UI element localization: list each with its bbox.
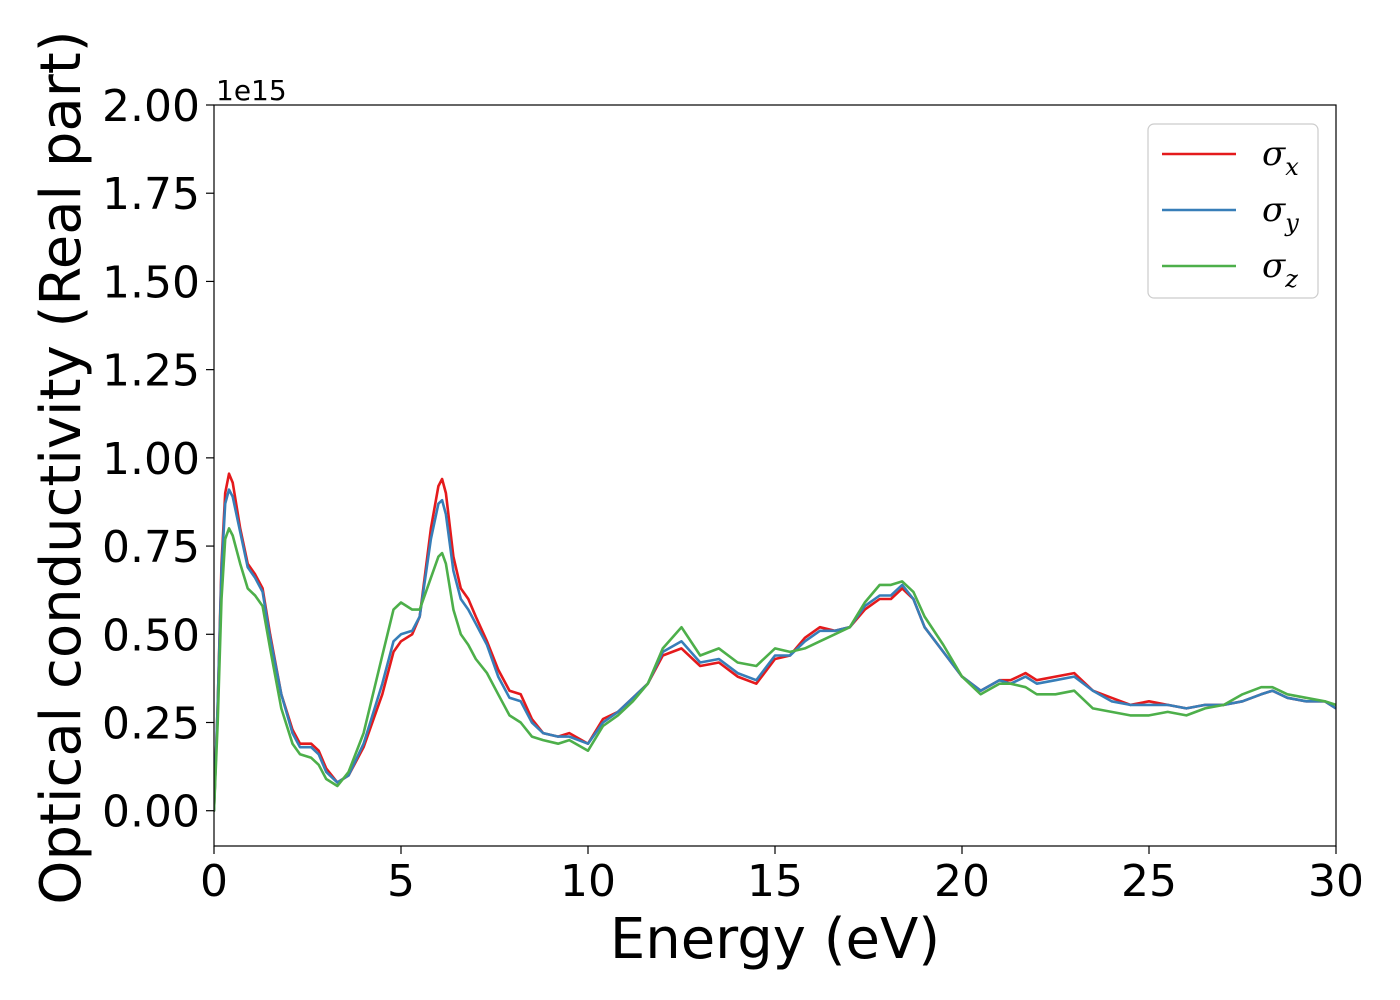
y-tick-label: 0.25 — [102, 699, 200, 750]
series-line-x — [214, 472, 1336, 812]
y-tick-label: 1.75 — [102, 169, 200, 220]
x-tick-label: 15 — [747, 856, 803, 907]
y-axis-label: Optical conductivity (Real part) — [29, 30, 94, 904]
y-axis-ticks: 0.00 0.25 0.50 0.75 1.00 1.25 1.50 1.75 2.00 — [102, 81, 214, 838]
series-line-y — [214, 488, 1336, 812]
x-tick-label: 0 — [200, 856, 228, 907]
x-tick-label: 5 — [387, 856, 415, 907]
x-tick-label: 30 — [1308, 856, 1364, 907]
x-axis-ticks: 0 5 10 15 20 25 30 — [200, 846, 1364, 907]
x-tick-label: 20 — [934, 856, 990, 907]
y-tick-label: 0.50 — [102, 610, 200, 661]
legend-label-y: σy — [1262, 190, 1299, 237]
series-line-z — [214, 527, 1336, 812]
y-tick-label: 1.25 — [102, 346, 200, 397]
legend-label-z: σz — [1262, 246, 1298, 293]
series-layer — [214, 472, 1336, 812]
legend: σx σy σz — [1147, 123, 1319, 299]
x-axis-label: Energy (eV) — [610, 907, 940, 972]
y-tick-label: 1.50 — [102, 257, 200, 308]
legend-label-x: σx — [1262, 134, 1299, 181]
y-tick-label: 0.00 — [102, 787, 200, 838]
y-tick-label: 0.75 — [102, 522, 200, 573]
x-tick-label: 25 — [1121, 856, 1177, 907]
x-tick-label: 10 — [560, 856, 616, 907]
y-tick-label: 1.00 — [102, 434, 200, 485]
y-axis-offset-label: 1e15 — [216, 74, 287, 107]
y-tick-label: 2.00 — [102, 81, 200, 132]
